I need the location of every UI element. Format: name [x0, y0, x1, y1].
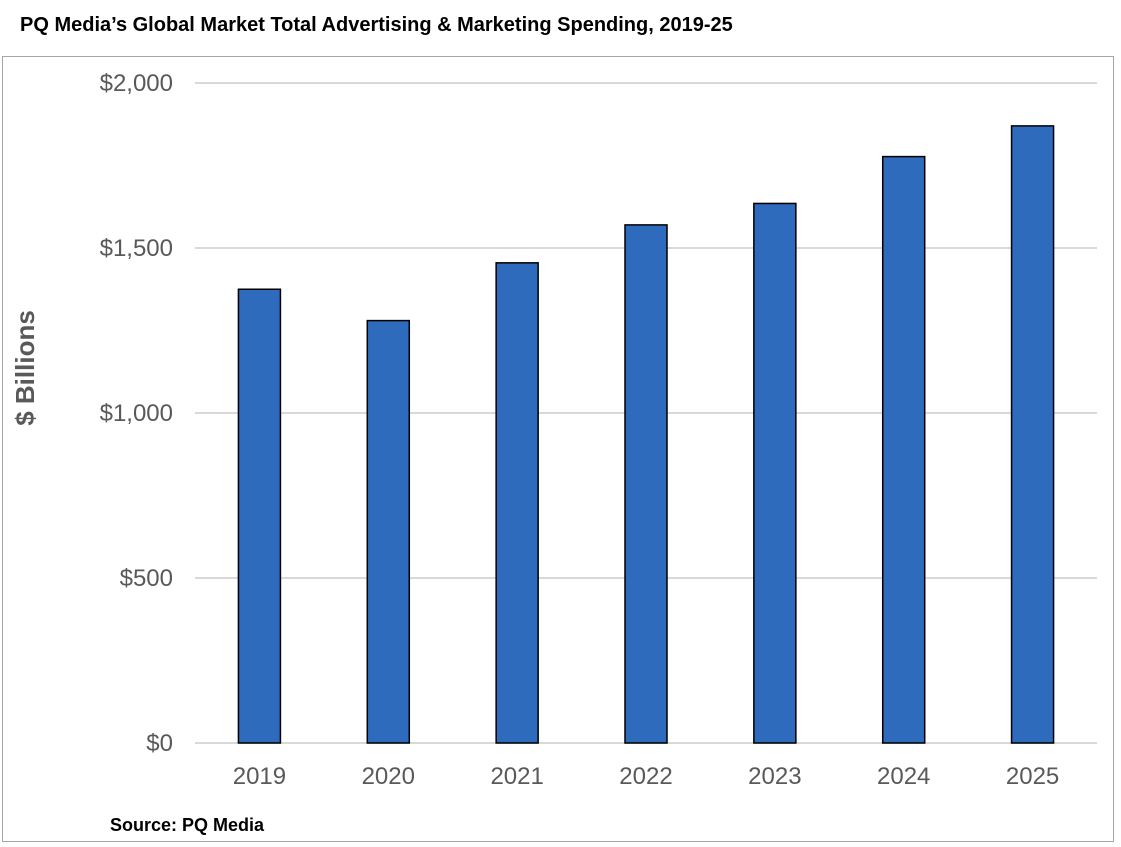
- y-axis-ticks: $0 $500 $1,000 $1,500 $2,000: [100, 70, 173, 757]
- x-axis-ticks: 2019 2020 2021 2022 2023 2024 2025: [233, 763, 1060, 790]
- x-tick-label: 2023: [748, 763, 801, 790]
- y-tick-label: $1,500: [100, 235, 173, 262]
- x-tick-label: 2020: [362, 763, 415, 790]
- x-tick-label: 2021: [490, 763, 543, 790]
- bars: [237, 125, 1055, 744]
- bar-2024: [881, 155, 926, 744]
- source-note: Source: PQ Media: [110, 815, 265, 835]
- bar-2020: [366, 319, 411, 744]
- y-axis-label: $ Billions: [10, 310, 40, 426]
- bar-2019: [237, 288, 282, 744]
- bar-2021: [495, 262, 539, 744]
- y-tick-label: $0: [146, 730, 173, 757]
- bar-2023: [753, 202, 797, 744]
- chart-frame: [2, 56, 1114, 842]
- chart-title: PQ Media’s Global Market Total Advertisi…: [20, 14, 733, 36]
- y-tick-label: $2,000: [100, 70, 173, 97]
- bar-2022: [624, 224, 668, 744]
- y-tick-label: $1,000: [100, 400, 173, 427]
- y-tick-label: $500: [120, 565, 173, 592]
- x-tick-label: 2024: [877, 763, 930, 790]
- x-tick-label: 2025: [1006, 763, 1059, 790]
- x-tick-label: 2019: [233, 763, 286, 790]
- bar-2025: [1010, 125, 1055, 744]
- x-tick-label: 2022: [619, 763, 672, 790]
